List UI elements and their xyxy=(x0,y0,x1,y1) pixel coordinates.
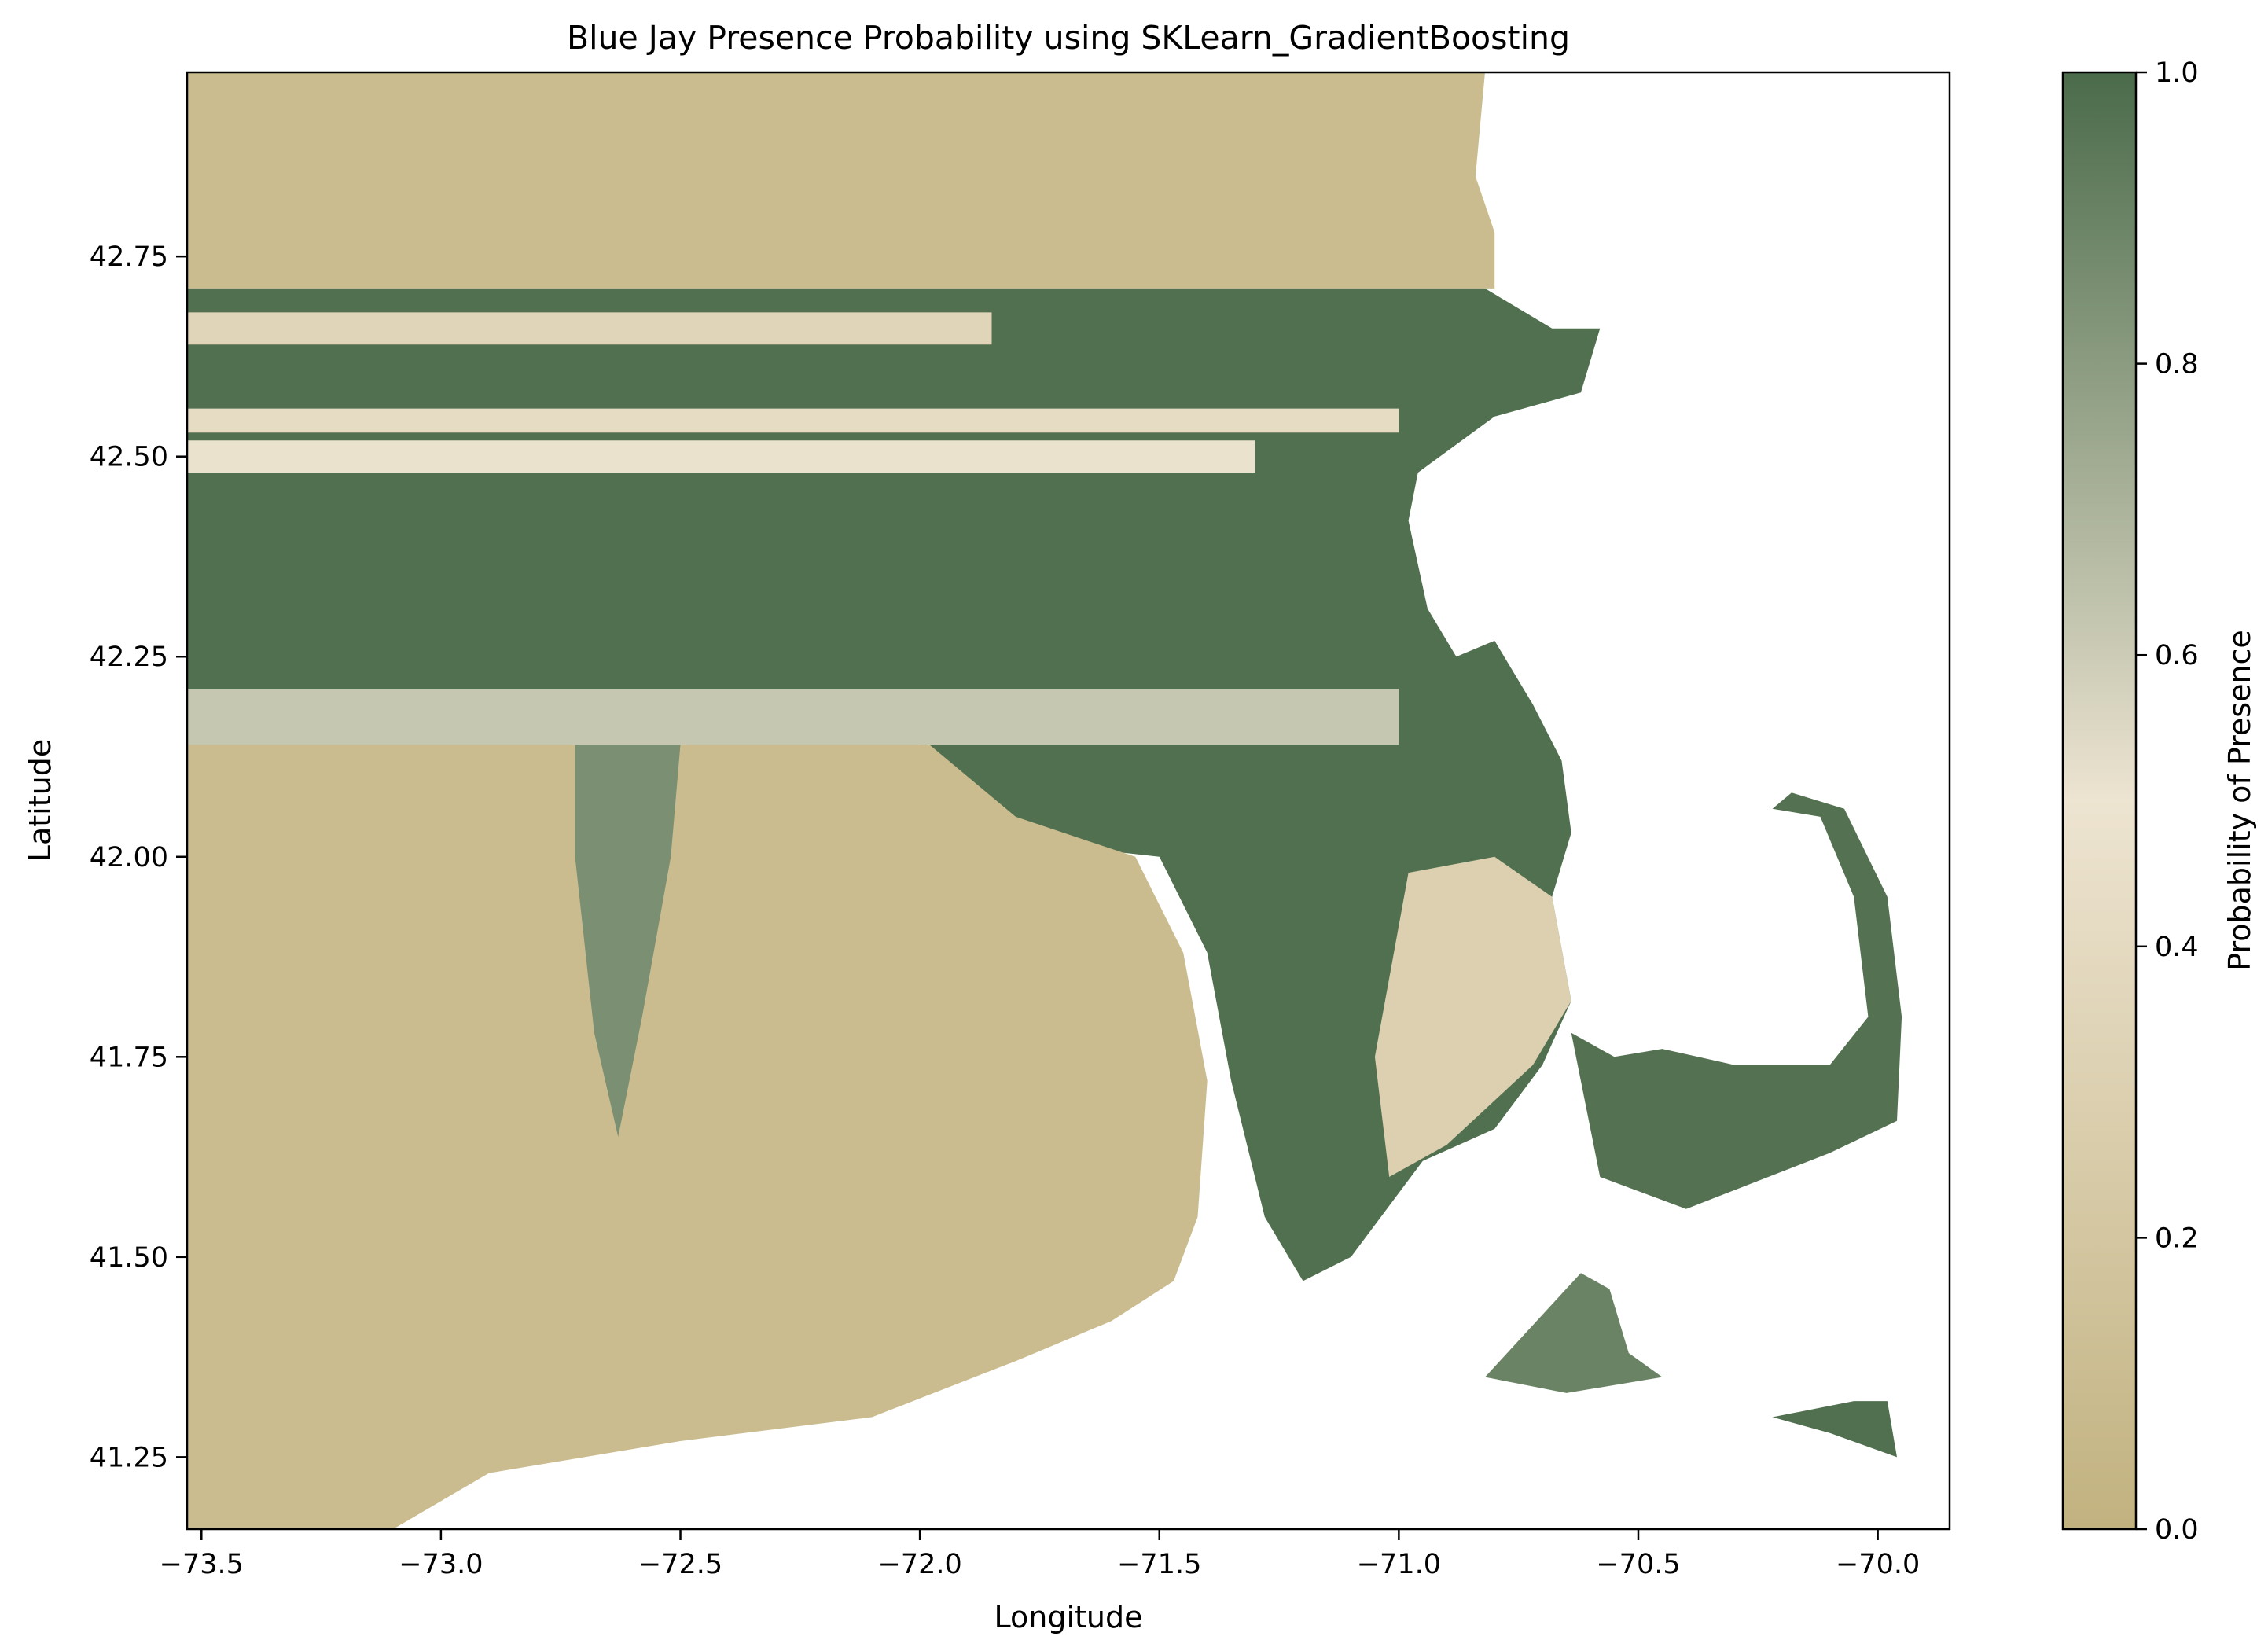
region-connecticut-river-valley xyxy=(575,745,681,1138)
region-light-stripe-2 xyxy=(187,408,1399,433)
y-axis-label: Latitude xyxy=(23,739,57,862)
region-southeast-plain xyxy=(1374,856,1571,1177)
y-tick-label: 42.75 xyxy=(90,241,168,273)
y-tick-label: 42.25 xyxy=(90,642,168,673)
colorbar-tick-label: 0.6 xyxy=(2155,640,2199,671)
colorbar-tick-label: 1.0 xyxy=(2155,57,2199,89)
colorbar-tick-label: 0.0 xyxy=(2155,1514,2199,1546)
x-tick-label: −73.5 xyxy=(160,1549,244,1580)
colorbar-label: Probability of Presence xyxy=(2222,630,2257,971)
x-tick-label: −72.5 xyxy=(638,1549,722,1580)
x-axis: −73.5 −73.0 −72.5 −72.0 −71.5 −71.0 −70.5 −70.0 xyxy=(160,1529,1920,1580)
colorbar xyxy=(2061,71,2138,1531)
y-tick-label: 42.50 xyxy=(90,442,168,473)
colorbar-tick-label: 0.2 xyxy=(2155,1223,2199,1254)
region-cape-cod xyxy=(1571,792,1902,1209)
plot-frame xyxy=(186,71,1951,1531)
colorbar-tick-label: 0.4 xyxy=(2155,932,2199,963)
y-tick-label: 41.25 xyxy=(90,1442,168,1473)
y-tick-label: 42.00 xyxy=(90,842,168,873)
y-tick-label: 41.75 xyxy=(90,1042,168,1073)
region-light-stripe-1 xyxy=(187,312,992,345)
x-axis-label: Longitude xyxy=(994,1600,1143,1634)
region-nantucket xyxy=(1772,1401,1897,1458)
region-marthas-vineyard xyxy=(1485,1273,1663,1393)
y-axis: 41.25 41.50 41.75 42.00 42.25 42.50 42.75 xyxy=(90,241,187,1473)
y-tick-label: 41.50 xyxy=(90,1242,168,1274)
x-tick-label: −70.0 xyxy=(1836,1549,1920,1580)
colorbar-ticks: 0.0 0.2 0.4 0.6 0.8 1.0 xyxy=(2136,57,2199,1546)
colorbar-tick-label: 0.8 xyxy=(2155,349,2199,381)
chart-title: Blue Jay Presence Probability using SKLe… xyxy=(567,19,1570,57)
region-light-stripe-3 xyxy=(187,440,1255,473)
x-tick-label: −73.0 xyxy=(399,1549,483,1580)
x-tick-label: −70.5 xyxy=(1596,1549,1680,1580)
region-northern-band xyxy=(187,72,1495,289)
region-central-belt xyxy=(187,288,1601,1281)
region-mid-stripe xyxy=(187,689,1399,745)
x-tick-label: −71.5 xyxy=(1117,1549,1201,1580)
heatmap-regions xyxy=(187,72,1902,1529)
region-southwest-region xyxy=(187,745,1208,1529)
x-tick-label: −71.0 xyxy=(1357,1549,1441,1580)
x-tick-label: −72.0 xyxy=(878,1549,962,1580)
